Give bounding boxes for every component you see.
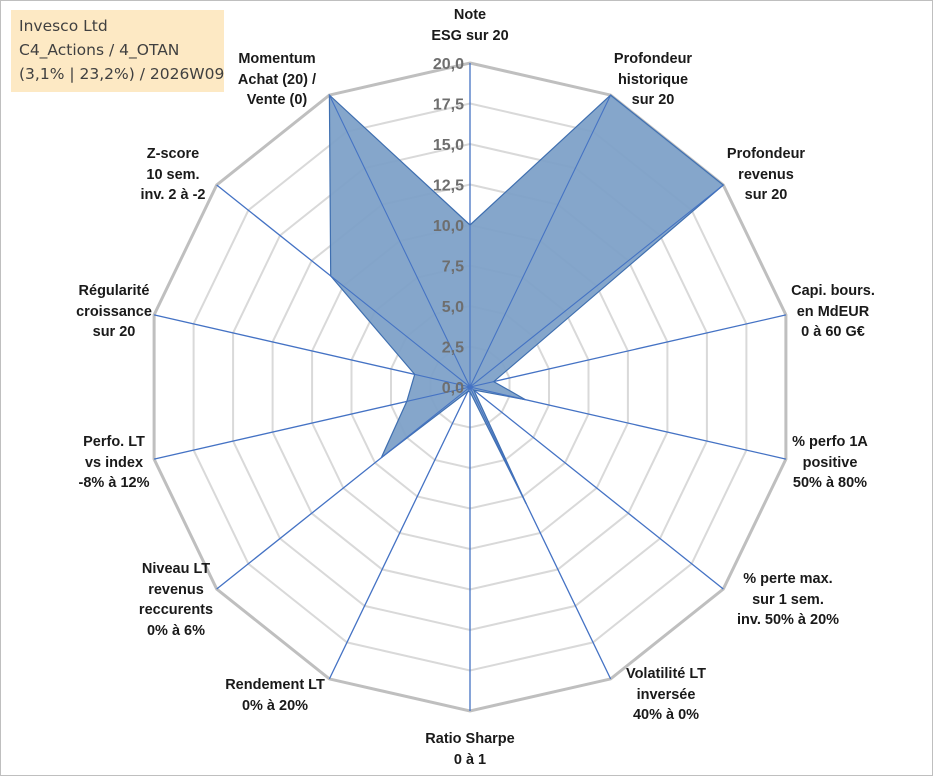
axis-label-line: Achat (20) / xyxy=(237,71,317,88)
axis-label-line: Perfo. LT xyxy=(83,434,145,450)
tick-label-4: 10,0 xyxy=(433,218,464,235)
axis-label-line: 10 sem. xyxy=(146,166,200,183)
axis-label-line: 0 à 1 xyxy=(453,751,487,768)
tick-label-0: 0,0 xyxy=(442,380,464,397)
axis-label-line: historique xyxy=(617,71,689,88)
axis-label-line: Momentum xyxy=(238,51,316,67)
axis-label-line: 40% à 0% xyxy=(632,707,700,723)
axis-label-z-score: Z-score 10 sem. inv. 2 à -2 xyxy=(140,144,205,206)
axis-label-line: % perfo 1A xyxy=(792,434,868,450)
axis-label-line: ESG sur 20 xyxy=(431,27,509,44)
axis-label-ratio-sharpe: Ratio Sharpe 0 à 1 xyxy=(425,729,514,770)
axis-label-line: Vente (0) xyxy=(246,92,308,108)
series xyxy=(328,93,725,505)
axis-label-line: Profondeur xyxy=(613,51,693,67)
series-spoke-2 xyxy=(469,184,724,388)
radial-ticks: 0,0 2,5 5,0 7,5 10,0 12,5 15,0 17,5 20,0 xyxy=(433,56,464,397)
title-box: Invesco Ltd C4_Actions / 4_OTAN (3,1% | … xyxy=(11,10,224,92)
axis-label-line: Note xyxy=(453,7,487,23)
axis-label-line: Niveau LT xyxy=(141,561,211,577)
axis-label-line: sur 20 xyxy=(631,92,675,108)
axis-label-perfo-lt: Perfo. LT vs index -8% à 12% xyxy=(79,432,150,494)
series-spoke-3 xyxy=(469,381,494,388)
axis-spoke-3 xyxy=(469,314,787,388)
series-spoke-4 xyxy=(469,386,526,401)
axis-label-line: revenus xyxy=(148,581,204,598)
tick-label-1: 2,5 xyxy=(442,340,464,357)
axis-label-line: sur 1 sem. xyxy=(752,591,824,608)
axis-label-esg: Note ESG sur 20 xyxy=(431,5,508,46)
axis-label-line: sur 20 xyxy=(744,187,788,203)
series-spoke-9 xyxy=(380,386,471,459)
axis-label-line: Régularité xyxy=(78,283,150,299)
axis-label-line: 0 à 60 G€ xyxy=(801,324,865,340)
tick-label-8: 20,0 xyxy=(433,56,464,73)
axis-label-line: sur 20 xyxy=(92,324,136,340)
axis-label-niveau-lt: Niveau LT revenus reccurents 0% à 6% xyxy=(139,559,213,641)
axis-label-perte-max: % perte max. sur 1 sem. inv. 50% à 20% xyxy=(737,569,839,631)
axis-label-line: vs index xyxy=(84,454,144,471)
axis-label-profondeur-revenus: Profondeur revenus sur 20 xyxy=(727,144,805,206)
axis-label-line: Profondeur xyxy=(726,146,806,162)
series-spoke-13 xyxy=(328,94,471,388)
axis-label-rendement: Rendement LT 0% à 20% xyxy=(225,675,325,716)
axis-label-profondeur-historique: Profondeur historique sur 20 xyxy=(614,49,692,111)
axis-label-line: inversée xyxy=(636,686,696,703)
series-spoke-1 xyxy=(469,94,612,388)
axis-label-line: -8% à 12% xyxy=(78,475,150,491)
title-line-3: (3,1% | 23,2%) / 2026W09 xyxy=(19,65,225,83)
axis-label-perfo-1a: % perfo 1A positive 50% à 80% xyxy=(792,432,868,494)
axis-label-momentum: Momentum Achat (20) / Vente (0) xyxy=(238,49,316,111)
axis-label-line: reccurents xyxy=(138,602,214,618)
axis-label-line: Rendement LT xyxy=(225,677,325,693)
tick-label-3: 7,5 xyxy=(442,259,464,276)
tick-label-6: 15,0 xyxy=(433,137,464,154)
axis-label-line: revenus xyxy=(738,166,794,183)
axis-label-line: 50% à 80% xyxy=(792,475,868,491)
axis-label-line: Volatilité LT xyxy=(625,666,707,682)
axis-label-line: croissance xyxy=(76,303,152,320)
axis-label-line: 0% à 6% xyxy=(146,622,206,639)
axis-label-line: Z-score xyxy=(146,146,200,162)
series-spoke-11 xyxy=(414,373,471,388)
axis-label-line: Ratio Sharpe xyxy=(425,731,515,747)
axis-label-line: inv. 2 à -2 xyxy=(140,187,206,203)
title-line-1: Invesco Ltd xyxy=(19,17,108,35)
axis-label-line: % perte max. xyxy=(743,571,833,587)
tick-label-5: 12,5 xyxy=(433,178,464,195)
axis-label-line: en MdEUR xyxy=(796,303,870,320)
axis-spoke-8 xyxy=(328,386,471,680)
axis-label-regularite: Régularité croissance sur 20 xyxy=(76,281,152,343)
axis-label-volatilite: Volatilité LT inversée 40% à 0% xyxy=(626,664,706,726)
axis-spoke-5 xyxy=(469,386,724,590)
axis-label-line: 0% à 20% xyxy=(241,697,309,714)
tick-label-7: 17,5 xyxy=(433,97,464,114)
title-line-2: C4_Actions / 4_OTAN xyxy=(19,41,180,59)
axis-label-line: inv. 50% à 20% xyxy=(736,612,840,628)
axis-label-line: Capi. bours. xyxy=(791,283,875,299)
axis-label-line: positive xyxy=(802,454,858,471)
tick-label-2: 5,0 xyxy=(442,299,464,316)
series-spoke-6 xyxy=(469,386,527,505)
series-spoke-10 xyxy=(406,386,471,402)
axis-label-capi-bours: Capi. bours. en MdEUR 0 à 60 G€ xyxy=(791,281,875,343)
series-spoke-12 xyxy=(330,275,471,388)
